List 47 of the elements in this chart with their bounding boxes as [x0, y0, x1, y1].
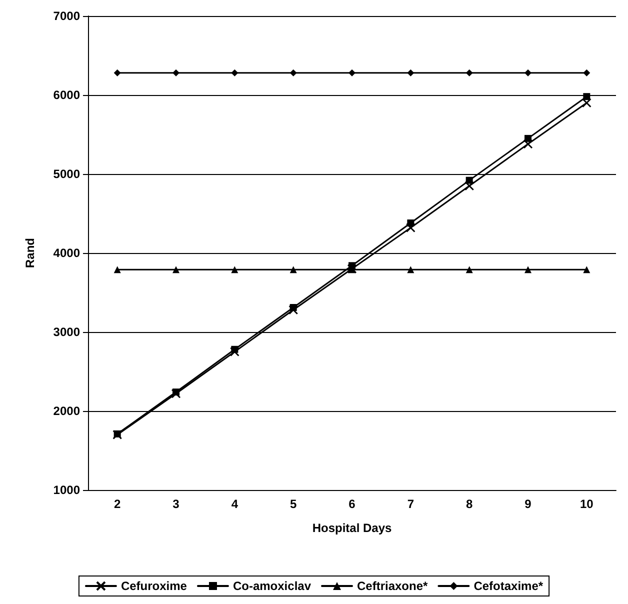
point	[524, 69, 532, 76]
point	[288, 305, 298, 315]
point	[583, 266, 590, 274]
point	[407, 69, 414, 76]
point	[524, 266, 532, 274]
y-axis-title: Rand	[23, 238, 37, 268]
point	[466, 266, 473, 274]
legend-label: Co-amoxiclav	[232, 579, 312, 593]
point	[582, 98, 592, 108]
point	[523, 139, 533, 149]
legend-label: Ceftriaxone*	[357, 579, 428, 593]
x-tick-label: 6	[348, 497, 356, 511]
point	[171, 388, 181, 398]
point	[172, 69, 180, 76]
y-tick-label: 2000	[53, 404, 80, 418]
y-tick-label: 7000	[53, 9, 80, 23]
legend-label: Cefotaxime*	[474, 579, 544, 593]
point	[583, 93, 590, 100]
x-tick-label: 3	[172, 497, 180, 511]
point	[172, 266, 180, 274]
point	[583, 69, 590, 76]
point	[231, 69, 238, 76]
x-tick-label: 9	[524, 497, 532, 511]
point	[290, 266, 297, 274]
point	[290, 69, 297, 76]
y-tick-label: 1000	[53, 483, 80, 497]
point	[406, 222, 416, 232]
point	[466, 69, 473, 76]
y-tick-label: 6000	[53, 88, 80, 102]
point	[464, 181, 474, 191]
point	[348, 69, 356, 76]
x-tick-label: 7	[407, 497, 414, 511]
point	[114, 69, 121, 76]
x-tick-label: 10	[580, 497, 594, 511]
x-axis-title: Hospital Days	[312, 521, 392, 535]
x-tick-label: 8	[466, 497, 473, 511]
x-tick-label: 5	[290, 497, 297, 511]
x-tick-label: 2	[114, 497, 121, 511]
x-tick-label: 4	[231, 497, 238, 511]
point	[407, 266, 414, 274]
point	[230, 347, 240, 356]
y-tick-label: 3000	[53, 325, 80, 339]
y-tick-label: 5000	[53, 167, 80, 181]
point	[114, 266, 121, 274]
point	[231, 266, 238, 274]
y-tick-label: 4000	[53, 246, 80, 260]
legend-label: Cefuroxime	[120, 579, 188, 593]
